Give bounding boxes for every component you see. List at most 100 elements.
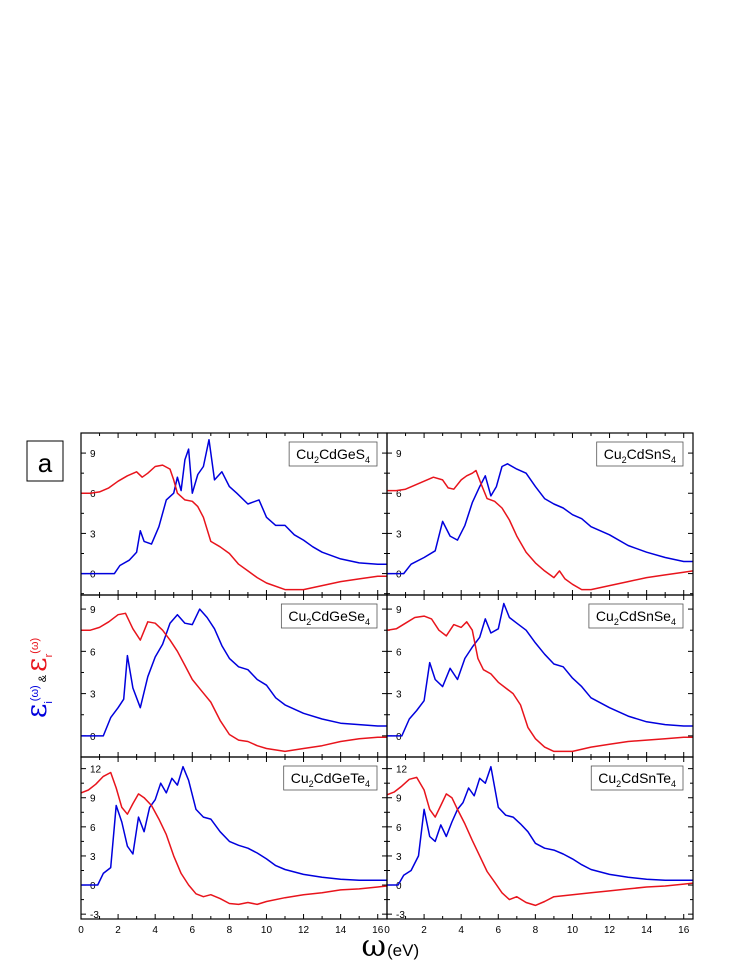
series-line-epsilon-real [387,776,693,907]
y-tick-label: 3 [396,852,402,863]
formula-prefix: Cu [604,446,622,462]
legend-label: Cu2CdSnS4 [604,446,676,465]
y-tick-label: 6 [90,823,96,834]
formula-sub-2: 4 [671,617,676,627]
y-tick-label: 9 [90,605,96,616]
formula-mid: CdSnTe [621,770,671,786]
x-tick-label: 4 [152,925,158,936]
y-tick-label: 0 [396,881,402,892]
x-tick-label: 12 [604,925,616,936]
series-line-epsilon-real [81,771,387,906]
legend-frame [283,765,378,791]
x-tick-label: 12 [298,925,310,936]
panel-2: 0 3 6 9 Cu2CdSnS4 [386,432,694,596]
x-tick-label: 4 [458,925,464,936]
y-label-imag-sub: i [43,701,55,703]
y-tick-label: 0 [396,570,402,581]
y-label-imag-arg: (ω) [29,685,41,701]
y-tick-label: 9 [90,794,96,805]
x-tick-label: 6 [495,925,501,936]
y-tick-label: 3 [396,529,402,540]
formula-sub-2: 4 [365,779,370,789]
formula-sub-1: 2 [306,617,311,627]
formula-sub-1: 2 [614,617,619,627]
formula-prefix: Cu [291,770,309,786]
legend-frame [288,441,378,467]
y-tick-label: -3 [90,910,99,921]
formula-prefix: Cu [596,608,614,624]
formula-sub-1: 2 [622,455,627,465]
y-tick-label: 0 [90,732,96,743]
legend-box: Cu2CdSnS4 [596,441,684,467]
series-line-epsilon-real [387,469,693,591]
formula-prefix: Cu [296,446,314,462]
y-label-real-arg: (ω) [29,638,41,654]
series-line-epsilon-imag [387,463,693,575]
y-tick-label: 9 [396,605,402,616]
y-tick-label: 3 [90,529,96,540]
y-tick-label: 6 [396,823,402,834]
y-tick-label: 9 [90,449,96,460]
formula-sub-2: 4 [671,779,676,789]
x-tick-label: 10 [567,925,579,936]
legend-box: Cu2CdGeS4 [288,441,378,467]
y-tick-label: 9 [396,794,402,805]
legend-box: Cu2CdGeTe4 [283,765,378,791]
x-tick-label: 0 [384,925,390,936]
formula-sub-1: 2 [309,779,314,789]
formula-sub-2: 4 [365,617,370,627]
panel-frame [386,756,694,920]
legend-frame [280,603,378,629]
y-tick-label: 3 [90,690,96,701]
x-tick-label: 16 [678,925,690,936]
legend-frame [590,765,684,791]
x-tick-label: 2 [115,925,121,936]
y-tick-label: 0 [90,881,96,892]
legend-box: Cu2CdSnSe4 [588,603,684,629]
y-tick-label: 12 [90,765,102,776]
y-label-joiner: & [37,674,49,682]
formula-prefix: Cu [598,770,616,786]
series-line-epsilon-imag [81,765,387,886]
formula-mid: CdGeS [319,446,365,462]
legend-label: Cu2CdGeTe4 [291,770,370,789]
x-tick-label: 8 [227,925,233,936]
y-tick-label: 3 [90,852,96,863]
x-label-symbol: ω [362,929,386,964]
panel-letter-badge: a [26,440,64,482]
legend-label: Cu2CdSnTe4 [598,770,676,789]
panel-letter: a [38,448,53,478]
x-axis-label: ω (eV) [362,929,420,964]
series-line-epsilon-real [81,612,387,753]
y-tick-label: 3 [396,690,402,701]
y-tick-label: 6 [396,489,402,500]
legend-frame [588,603,684,629]
series-line-epsilon-imag [81,438,387,575]
panel-3: 0 3 6 9 Cu2CdGeSe4 [80,594,388,758]
y-tick-label: 6 [90,489,96,500]
formula-prefix: Cu [288,608,306,624]
series-line-epsilon-real [81,464,387,591]
y-label-real-sub: r [43,653,55,657]
legend-label: Cu2CdGeS4 [296,446,370,465]
panel-4: 0 3 6 9 Cu2CdSnSe4 [386,594,694,758]
series-line-epsilon-imag [81,608,387,737]
x-tick-label: 16 [372,925,384,936]
y-tick-label: 9 [396,449,402,460]
legend-box: Cu2CdSnTe4 [590,765,684,791]
formula-mid: CdGeSe [311,608,365,624]
panel-1: 0 3 6 9 Cu2CdGeS4 [80,432,388,596]
legend-frame [596,441,684,467]
y-tick-label: -3 [396,910,405,921]
legend-box: Cu2CdGeSe4 [280,603,378,629]
y-tick-label: 0 [396,732,402,743]
y-tick-label: 12 [396,765,408,776]
y-tick-label: 6 [90,647,96,658]
x-tick-label: 14 [641,925,653,936]
y-tick-label: 6 [396,647,402,658]
x-tick-label: 0 [78,925,84,936]
legend-label: Cu2CdGeSe4 [288,608,370,627]
series-line-epsilon-imag [387,602,693,737]
